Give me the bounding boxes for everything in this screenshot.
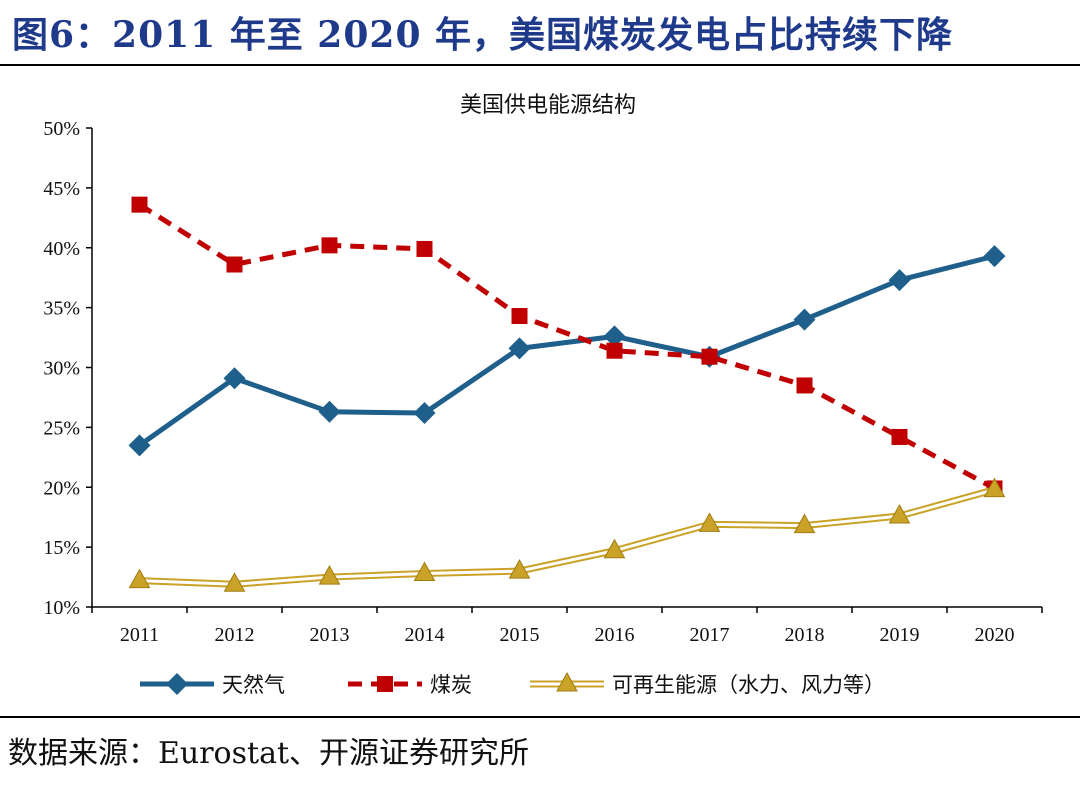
data-point-gas <box>223 367 246 390</box>
x-tick-label: 2017 <box>690 624 730 646</box>
data-point-coal <box>891 428 908 445</box>
series-line-renewables <box>139 486 996 588</box>
x-tick-label: 2020 <box>975 624 1015 646</box>
y-tick-label: 25% <box>43 417 80 439</box>
legend-marker-coal <box>377 676 393 692</box>
y-tick-label: 50% <box>43 118 80 140</box>
axes: 10% 15% 20% 25% 30% 35% 40% 45% 50% 2011 2012 2013 2… <box>43 118 1043 646</box>
top-rule <box>0 64 1080 66</box>
x-tick-label: 2012 <box>215 624 255 646</box>
x-tick-label: 2016 <box>595 624 635 646</box>
legend: 天然气 煤炭 可再生能源（水力、风力等） <box>140 671 885 697</box>
figure-title: 图6：2011 年至 2020 年，美国煤炭发电占比持续下降 <box>12 14 954 56</box>
data-point-gas <box>603 325 626 348</box>
legend-item-renewables: 可再生能源（水力、风力等） <box>530 671 885 697</box>
data-point-gas <box>793 308 816 331</box>
line-chart: 美国供电能源结构 10% 15% 20% 25% 30% 35% 40% 45% 50% 2011… <box>43 93 1043 697</box>
data-point-coal <box>701 348 718 365</box>
y-tick-label: 35% <box>43 298 80 320</box>
x-tick-label: 2015 <box>500 624 540 646</box>
series-line-gas <box>138 253 996 448</box>
data-point-renewables <box>793 513 816 534</box>
legend-marker-gas <box>166 673 188 695</box>
data-point-coal <box>606 342 623 359</box>
data-point-gas <box>983 245 1006 268</box>
series-line-coal <box>138 202 996 491</box>
data-point-coal <box>226 256 243 273</box>
y-tick-label: 20% <box>43 477 80 499</box>
data-point-renewables <box>698 512 721 532</box>
data-point-renewables <box>413 561 436 581</box>
y-tick-label: 40% <box>43 238 80 260</box>
data-point-renewables <box>603 538 626 559</box>
chart-title: 美国供电能源结构 <box>460 93 636 118</box>
data-point-renewables <box>223 572 246 592</box>
data-point-coal <box>321 237 338 254</box>
legend-label-coal: 煤炭 <box>430 673 472 697</box>
y-tick-label: 30% <box>43 358 80 380</box>
data-point-renewables <box>128 568 151 589</box>
x-tick-label: 2019 <box>880 624 920 646</box>
data-point-coal <box>511 308 528 325</box>
y-tick-label: 45% <box>43 178 80 200</box>
y-tick-label: 15% <box>43 537 80 559</box>
source-note: 数据来源：Eurostat、开源证券研究所 <box>8 736 530 771</box>
legend-item-coal: 煤炭 <box>348 673 472 697</box>
legend-marker-renewables <box>556 671 578 692</box>
data-point-coal <box>796 377 813 394</box>
series-line-renewables-inner <box>139 488 995 586</box>
data-point-coal <box>416 240 433 257</box>
series-renewables <box>128 477 1006 592</box>
x-tick-label: 2018 <box>785 624 825 646</box>
x-tick-label: 2011 <box>120 624 159 646</box>
data-point-gas <box>128 434 151 457</box>
data-point-renewables <box>318 565 341 585</box>
legend-item-gas: 天然气 <box>140 673 285 697</box>
series-layer <box>128 196 1006 592</box>
x-tick-label: 2014 <box>405 624 445 646</box>
data-point-coal <box>131 196 148 213</box>
data-point-renewables <box>888 503 911 524</box>
data-point-gas <box>413 402 436 425</box>
legend-label-renewables: 可再生能源（水力、风力等） <box>612 673 885 697</box>
series-coal <box>131 196 1003 497</box>
bottom-rule <box>0 716 1080 718</box>
x-tick-label: 2013 <box>310 624 350 646</box>
data-point-renewables <box>508 559 531 579</box>
data-point-gas <box>508 337 531 360</box>
data-point-gas <box>888 269 911 292</box>
data-point-renewables <box>983 477 1006 498</box>
legend-label-gas: 天然气 <box>222 673 285 697</box>
y-tick-label: 10% <box>43 597 80 619</box>
data-point-gas <box>318 400 341 423</box>
